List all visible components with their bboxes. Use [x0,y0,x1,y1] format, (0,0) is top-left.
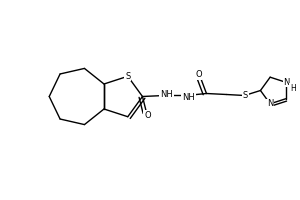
Text: NH: NH [160,90,173,99]
Text: NH: NH [182,93,195,102]
Text: H: H [290,84,296,93]
Text: S: S [243,91,248,100]
Text: S: S [125,72,130,81]
Text: N: N [284,78,290,87]
Text: O: O [195,70,202,79]
Text: N: N [267,99,273,108]
Text: O: O [144,111,151,120]
